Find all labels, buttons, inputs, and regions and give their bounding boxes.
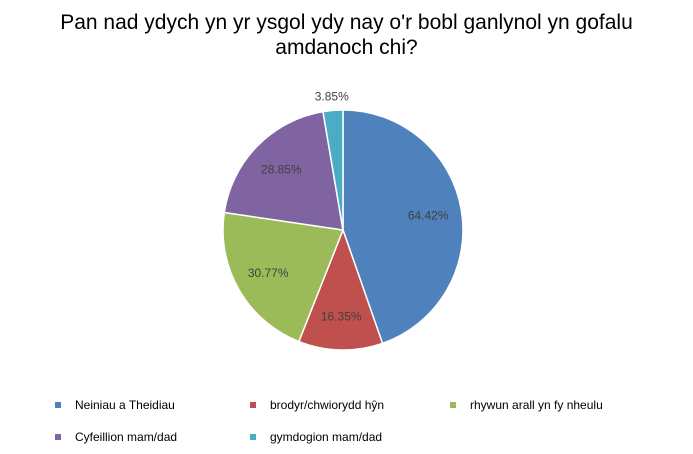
legend: Neiniau a Theidiau brodyr/chwiorydd hŷn rh… bbox=[55, 398, 655, 448]
legend-swatch-3 bbox=[55, 434, 61, 440]
pie-slice-2 bbox=[222, 211, 345, 343]
legend-swatch-4 bbox=[250, 434, 256, 440]
legend-label-4: gymdogion mam/dad bbox=[270, 430, 383, 444]
pie-slice-3 bbox=[223, 110, 344, 231]
pie-data-labels: 64.42% 16.35% 30.77% 28.85% 3.85% bbox=[248, 89, 449, 323]
pie-data-label-4: 3.85% bbox=[315, 89, 349, 103]
legend-item-1: brodyr/chwiorydd hŷn bbox=[250, 398, 384, 412]
legend-item-2: rhywun arall yn fy nheulu bbox=[450, 398, 603, 412]
pie-chart: 64.42% 16.35% 30.77% 28.85% 3.85% bbox=[222, 89, 464, 351]
legend-item-0: Neiniau a Theidiau bbox=[55, 398, 175, 412]
legend-label-3: Cyfeillion mam/dad bbox=[75, 430, 178, 444]
legend-label-0: Neiniau a Theidiau bbox=[75, 398, 175, 412]
pie-slice-4 bbox=[322, 109, 344, 231]
legend-swatch-0 bbox=[55, 402, 61, 408]
legend-label-2: rhywun arall yn fy nheulu bbox=[470, 398, 603, 412]
pie-slice-1 bbox=[297, 227, 384, 351]
legend-item-4: gymdogion mam/dad bbox=[250, 430, 382, 444]
legend-label-1: brodyr/chwiorydd hŷn bbox=[270, 398, 385, 412]
pie-slices bbox=[222, 109, 464, 351]
pie-data-label-0: 64.42% bbox=[408, 209, 449, 223]
pie-data-label-1: 16.35% bbox=[321, 309, 362, 323]
pie-data-label-3: 28.85% bbox=[261, 163, 302, 177]
legend-item-3: Cyfeillion mam/dad bbox=[55, 430, 177, 444]
legend-swatch-1 bbox=[250, 402, 256, 408]
chart-title: Pan nad ydych yn yr ysgol ydy nay o'r bo… bbox=[60, 11, 633, 59]
pie-data-label-2: 30.77% bbox=[248, 266, 289, 280]
pie-slice-0 bbox=[342, 109, 464, 345]
legend-swatch-2 bbox=[450, 402, 456, 408]
